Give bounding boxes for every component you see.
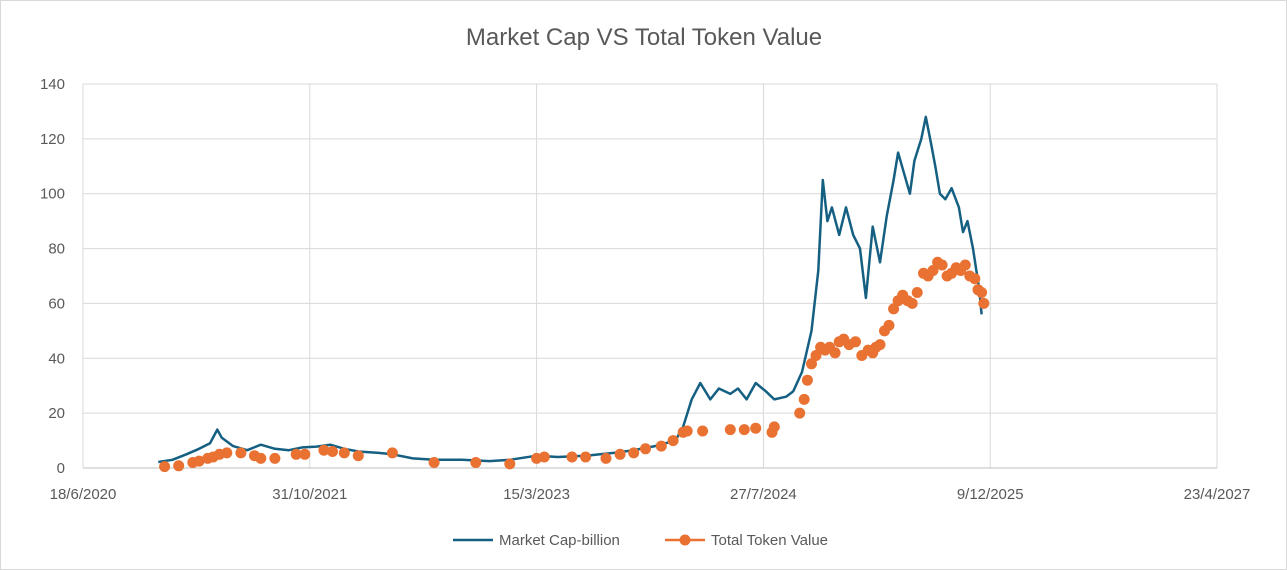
legend-label: Market Cap-billion bbox=[499, 532, 620, 549]
data-point-total-token-value bbox=[806, 358, 817, 370]
data-point-total-token-value bbox=[600, 452, 612, 464]
data-point-total-token-value bbox=[640, 443, 651, 455]
data-point-total-token-value bbox=[235, 447, 247, 459]
series-line-market-cap bbox=[158, 115, 983, 464]
axes: 0 20 40 60 80 100 120 140 18/6/2020 31/10/2021 15/… bbox=[40, 76, 1250, 503]
data-point-total-token-value bbox=[883, 319, 895, 331]
data-point-total-token-value bbox=[978, 297, 990, 309]
data-point-total-token-value bbox=[724, 424, 736, 436]
y-tick-label: 140 bbox=[40, 76, 65, 93]
data-point-total-token-value bbox=[470, 457, 482, 468]
data-point-total-token-value bbox=[936, 259, 948, 271]
x-tick-label: 27/7/2024 bbox=[730, 486, 797, 503]
data-point-total-token-value bbox=[173, 460, 185, 472]
data-point-total-token-value bbox=[798, 393, 810, 405]
data-point-total-token-value bbox=[655, 440, 667, 452]
y-tick-label: 100 bbox=[40, 186, 65, 203]
data-point-total-token-value bbox=[768, 421, 780, 433]
data-point-total-token-value bbox=[338, 447, 350, 459]
data-point-total-token-value bbox=[255, 452, 267, 464]
data-point-total-token-value bbox=[428, 457, 440, 468]
gridlines bbox=[82, 83, 1218, 468]
data-point-total-token-value bbox=[794, 407, 806, 419]
legend-item-total-token-value: Total Token Value bbox=[665, 532, 828, 549]
data-point-total-token-value bbox=[959, 259, 971, 271]
data-point-total-token-value bbox=[801, 374, 813, 386]
data-point-total-token-value bbox=[681, 425, 693, 437]
x-tick-label: 9/12/2025 bbox=[957, 486, 1024, 503]
data-point-total-token-value bbox=[927, 265, 939, 276]
legend-marker-swatch bbox=[679, 534, 691, 546]
data-point-total-token-value bbox=[969, 273, 981, 285]
data-point-total-token-value bbox=[327, 446, 338, 457]
data-point-total-token-value bbox=[750, 422, 762, 434]
chart-title: Market Cap VS Total Token Value bbox=[466, 24, 822, 51]
data-point-total-token-value bbox=[580, 451, 592, 463]
data-point-total-token-value bbox=[221, 447, 233, 459]
data-point-total-token-value bbox=[874, 339, 886, 351]
data-point-total-token-value bbox=[352, 450, 364, 462]
x-tick-label: 15/3/2023 bbox=[503, 486, 570, 503]
data-point-total-token-value bbox=[628, 447, 640, 459]
data-point-total-token-value bbox=[386, 447, 398, 459]
series-layer bbox=[158, 115, 990, 473]
data-point-total-token-value bbox=[976, 287, 988, 298]
data-point-total-token-value bbox=[829, 347, 841, 359]
data-point-total-token-value bbox=[911, 287, 923, 298]
y-tick-label: 20 bbox=[48, 405, 65, 422]
y-tick-label: 120 bbox=[40, 131, 65, 148]
data-point-total-token-value bbox=[614, 448, 626, 460]
data-point-total-token-value bbox=[269, 452, 281, 464]
y-tick-label: 40 bbox=[48, 350, 65, 367]
data-point-total-token-value bbox=[566, 451, 578, 463]
data-point-total-token-value bbox=[318, 444, 330, 456]
data-point-total-token-value bbox=[738, 424, 750, 436]
data-point-total-token-value bbox=[697, 425, 709, 437]
data-point-total-token-value bbox=[193, 455, 205, 467]
data-point-total-token-value bbox=[299, 448, 311, 460]
y-tick-label: 60 bbox=[48, 295, 65, 312]
data-point-total-token-value bbox=[888, 303, 900, 315]
x-tick-label: 23/4/2027 bbox=[1184, 486, 1251, 503]
legend-label: Total Token Value bbox=[711, 532, 828, 549]
data-point-total-token-value bbox=[159, 461, 171, 473]
data-point-total-token-value bbox=[290, 448, 302, 460]
legend-item-market-cap: Market Cap-billion bbox=[453, 532, 620, 549]
data-point-total-token-value bbox=[667, 435, 679, 447]
data-point-total-token-value bbox=[538, 451, 550, 463]
data-point-total-token-value bbox=[810, 350, 822, 361]
data-point-total-token-value bbox=[504, 458, 516, 470]
x-tick-label: 31/10/2021 bbox=[272, 486, 347, 503]
legend: Market Cap-billion Total Token Value bbox=[453, 532, 828, 549]
x-tick-label: 18/6/2020 bbox=[50, 486, 117, 503]
y-tick-label: 80 bbox=[48, 241, 65, 258]
data-point-total-token-value bbox=[850, 336, 861, 348]
y-tick-label: 0 bbox=[57, 460, 65, 477]
data-point-total-token-value bbox=[906, 297, 918, 309]
